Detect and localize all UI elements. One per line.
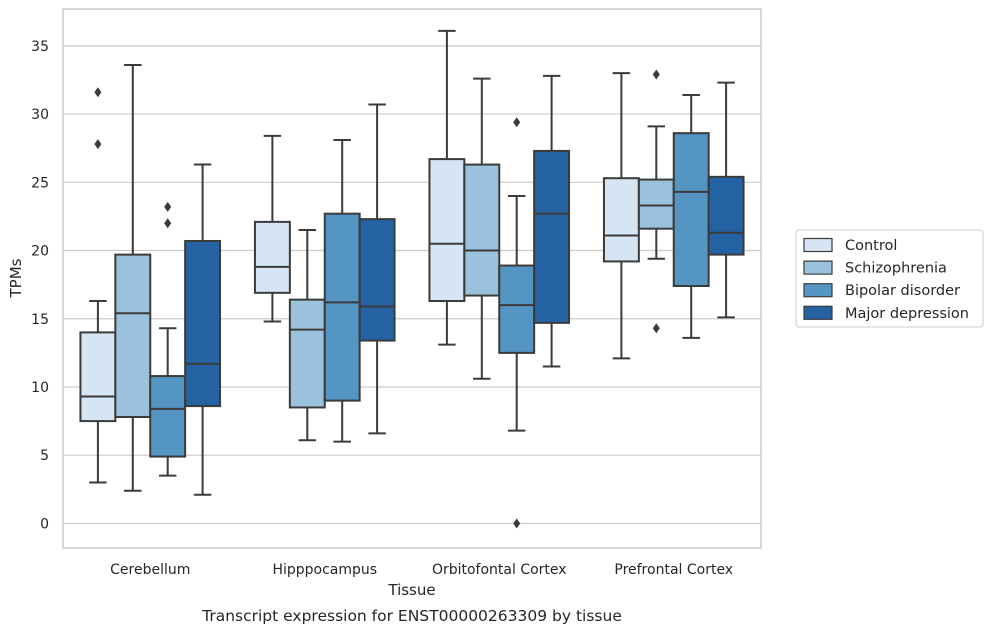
legend-swatch [803, 260, 833, 275]
outlier-point [652, 69, 660, 80]
chart-title: Transcript expression for ENST0000026330… [201, 607, 622, 625]
box-0-1 [114, 63, 152, 492]
legend-label: Schizophrenia [845, 261, 947, 277]
box-1-1 [288, 229, 326, 442]
x-tick-label: Hipppocampus [272, 562, 377, 578]
box-body [253, 220, 291, 294]
legend-label: Bipolar disorder [845, 283, 960, 299]
y-tick-labels: 0 5 10 15 20 25 30 35 [31, 39, 49, 533]
legend-swatch [803, 283, 833, 298]
x-tick-label: Orbitofontal Cortex [432, 562, 567, 578]
box-body [79, 331, 117, 423]
y-tick-label: 20 [31, 244, 49, 260]
box-body [428, 158, 466, 303]
legend-label: Major depression [845, 306, 969, 322]
boxes [79, 29, 745, 529]
box-3-3 [707, 81, 745, 319]
box-3-2 [672, 93, 710, 339]
box-body [323, 212, 361, 402]
legend-swatch [803, 305, 833, 320]
x-tick-labels: Cerebellum Hipppocampus Orbitofontal Corte… [110, 562, 733, 578]
y-tick-label: 25 [31, 175, 49, 191]
box-body [498, 264, 536, 354]
box-body [602, 177, 640, 263]
legend-frame [795, 229, 984, 328]
box-3-1 [637, 69, 675, 334]
x-tick-label: Prefrontal Cortex [614, 562, 733, 578]
box-1-3 [358, 103, 396, 435]
y-tick-label: 5 [40, 448, 49, 464]
box-body [463, 163, 501, 297]
y-axis-label: TPMs [7, 258, 25, 298]
outlier-point [94, 87, 102, 98]
outlier-point [94, 139, 102, 150]
legend-swatch [803, 237, 833, 253]
box-body [672, 132, 710, 288]
box-body [707, 175, 745, 256]
box-body [637, 178, 675, 230]
box-0-0 [79, 87, 117, 484]
outlier-point [164, 218, 172, 229]
box-body [288, 298, 326, 409]
x-tick-label: Cerebellum [110, 562, 190, 578]
box-2-0 [428, 29, 466, 346]
y-tick-label: 35 [31, 39, 49, 55]
box-body [184, 239, 222, 408]
box-body [114, 253, 152, 419]
legend-label: Control [845, 238, 897, 254]
outlier-point [164, 201, 172, 212]
box-0-3 [184, 163, 222, 496]
box-1-2 [323, 138, 361, 443]
box-1-0 [253, 134, 291, 323]
box-0-2 [149, 201, 187, 477]
outlier-point [513, 117, 521, 128]
box-2-1 [463, 77, 501, 380]
box-body [533, 149, 571, 324]
y-tick-label: 10 [31, 380, 49, 396]
box-body [358, 218, 396, 342]
box-body [149, 375, 187, 458]
box-2-2 [498, 117, 536, 529]
box-3-0 [602, 72, 640, 360]
x-axis-label: Tissue [387, 581, 435, 599]
y-tick-label: 15 [31, 312, 49, 328]
y-tick-label: 0 [40, 516, 49, 532]
box-2-3 [533, 74, 571, 368]
y-tick-label: 30 [31, 107, 49, 123]
outlier-point [513, 518, 521, 529]
legend: Control Schizophrenia Bipolar disorder Majo… [795, 229, 984, 328]
outlier-point [652, 323, 660, 334]
plot-area [62, 8, 762, 549]
